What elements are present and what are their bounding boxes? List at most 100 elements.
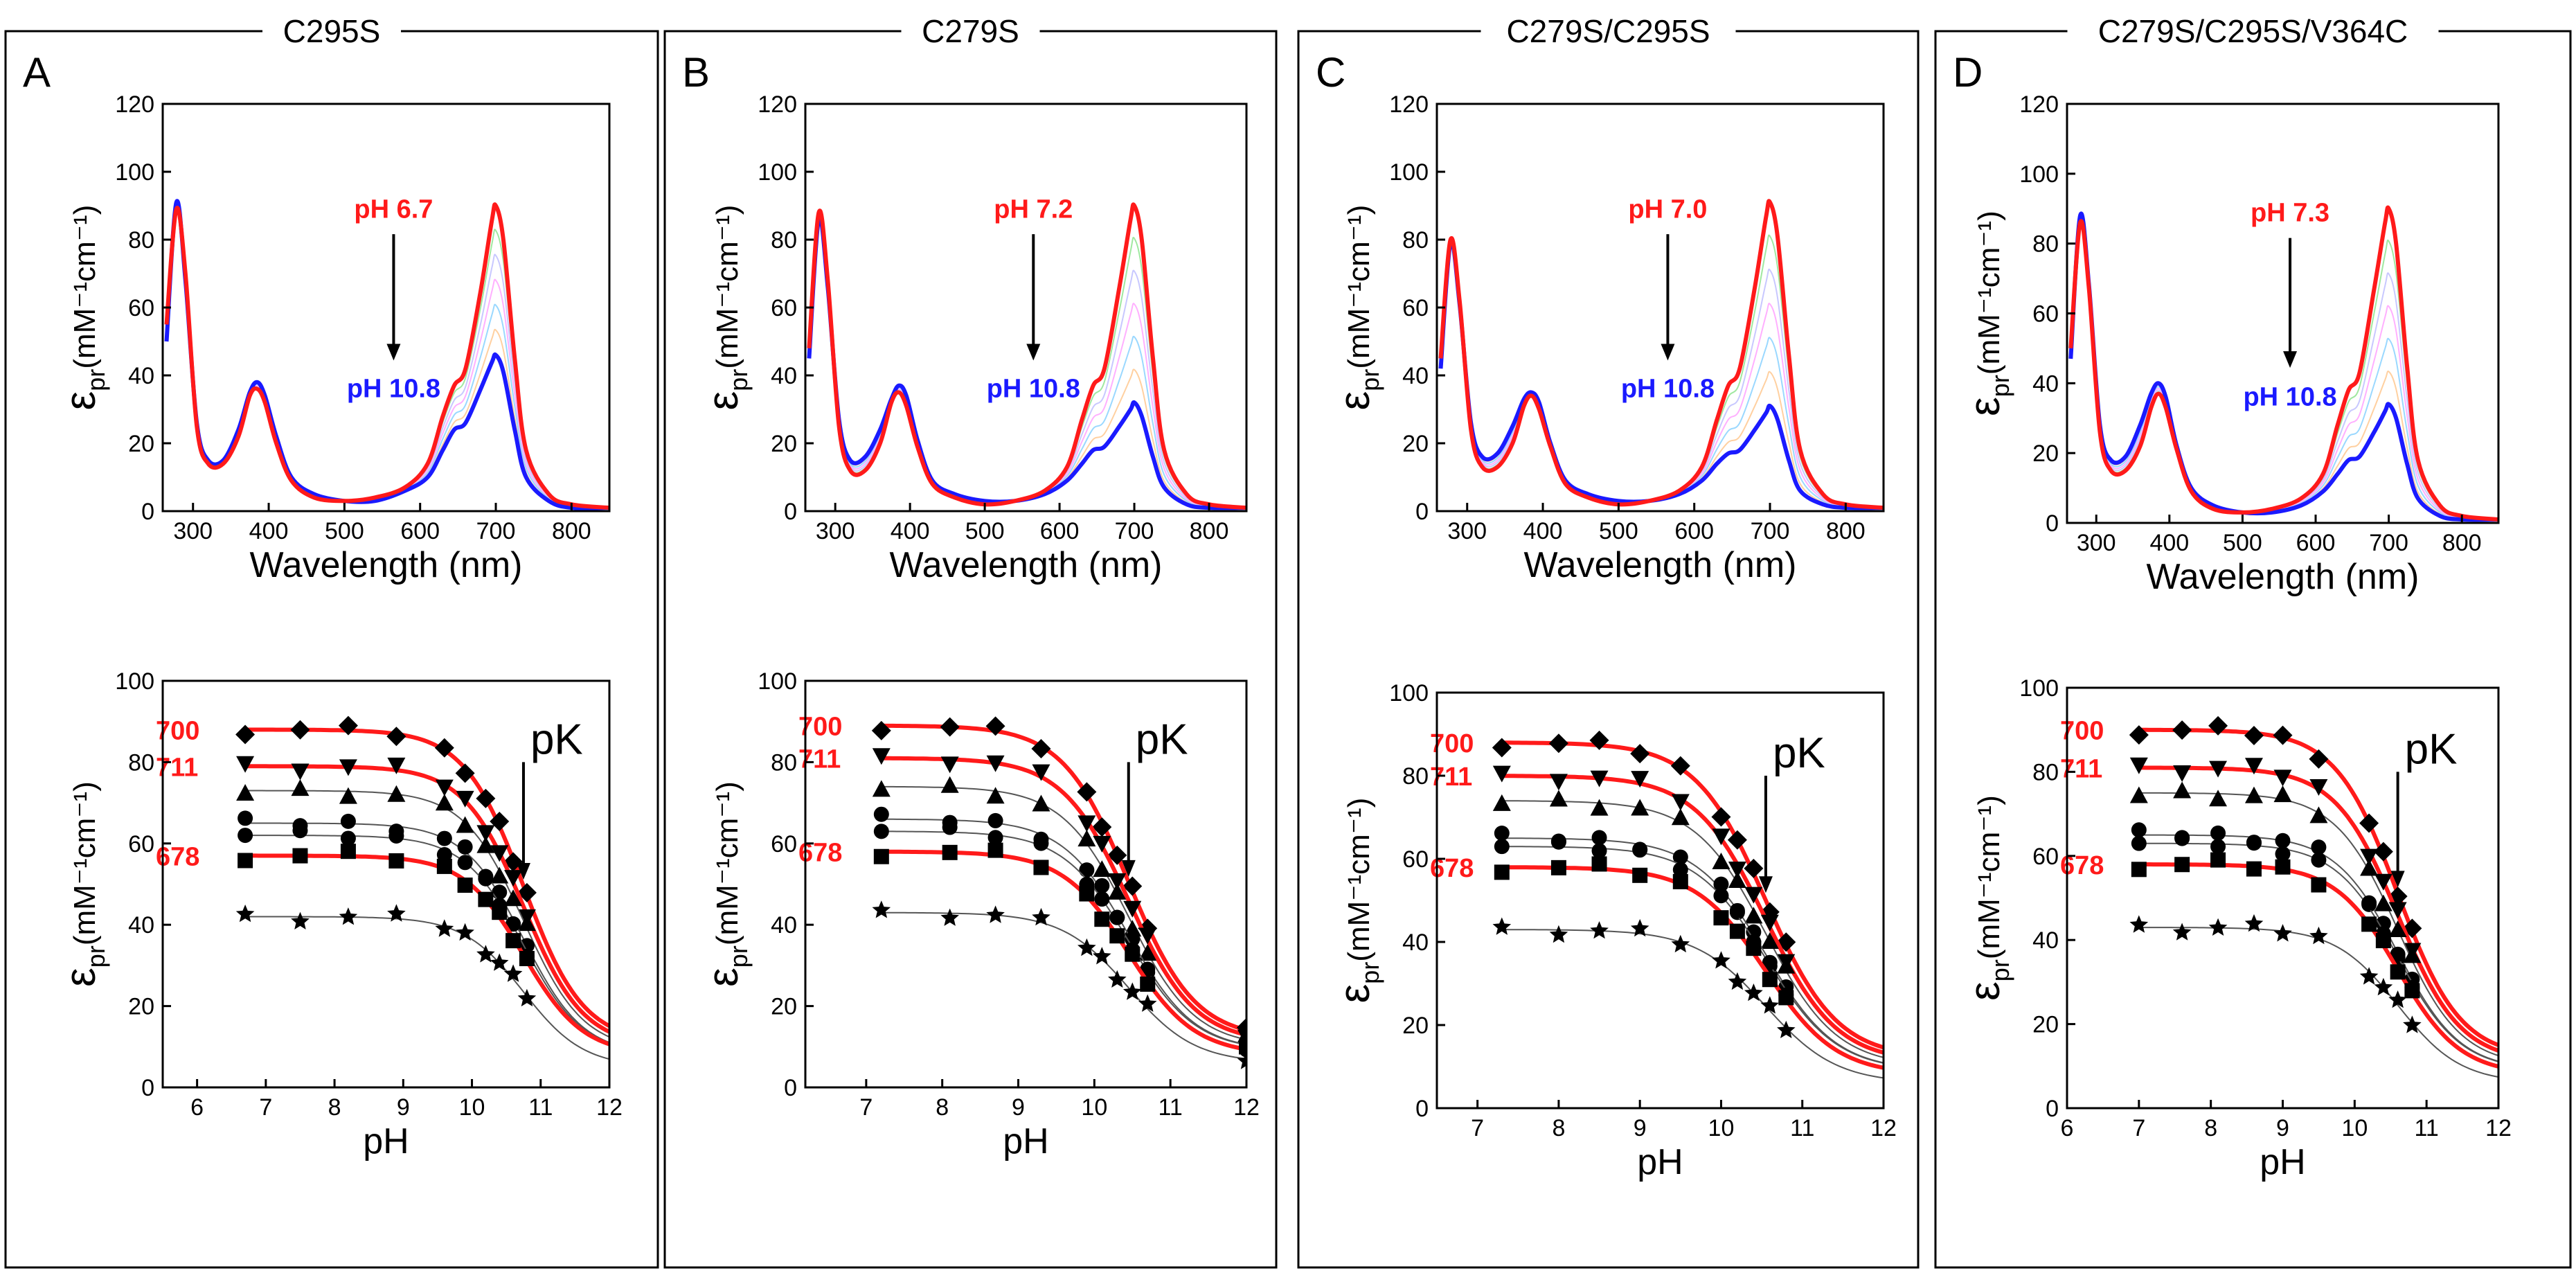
x-tick-label: 600 (1040, 518, 1080, 544)
intermediate-spectrum (2070, 215, 2498, 520)
data-point (1032, 764, 1050, 781)
data-point (478, 871, 494, 887)
fit-curve (2138, 862, 2498, 1069)
data-point (1032, 794, 1050, 812)
data-point (340, 813, 356, 829)
y-tick-label: 60 (128, 831, 154, 857)
data-point (2403, 946, 2422, 963)
x-tick-label: 10 (2341, 1115, 2368, 1141)
data-point (1671, 794, 1690, 811)
data-point (490, 811, 510, 831)
panel-letter: C (1316, 49, 1345, 96)
spectrum-lines (1438, 199, 1884, 510)
x-axis-label: pH (363, 1121, 409, 1161)
data-point (1632, 842, 1648, 858)
intermediate-spectrum (166, 204, 609, 509)
data-point (1138, 944, 1157, 961)
data-point (456, 923, 474, 941)
data-point (517, 988, 537, 1007)
data-point (2244, 786, 2263, 803)
y-axis-label: εpr(mM⁻¹cm⁻¹) (1331, 205, 1384, 411)
data-point (506, 933, 521, 949)
data-point (1093, 860, 1111, 878)
data-point (2275, 833, 2291, 848)
y-tick-label: 60 (771, 831, 797, 857)
panel-title: C279S/C295S (1506, 13, 1710, 49)
y-axis-label-symbol: ε (1331, 984, 1379, 1004)
data-point (339, 787, 357, 804)
fit-curve (2138, 834, 2498, 1062)
data-point (1077, 815, 1096, 833)
intermediate-spectrum (166, 204, 609, 509)
data-point (478, 891, 494, 907)
data-point (1108, 970, 1127, 988)
data-point (1094, 878, 1110, 893)
data-point (291, 911, 310, 929)
data-point (2273, 924, 2292, 942)
panel-title: C295S (283, 13, 381, 49)
y-axis-label: εpr(mM⁻¹cm⁻¹) (699, 205, 753, 411)
x-tick-label: 10 (1708, 1115, 1735, 1141)
data-point (457, 855, 473, 871)
data-point (1632, 867, 1648, 883)
x-tick-label: 8 (328, 1094, 341, 1121)
y-tick-label: 40 (1402, 363, 1429, 389)
y-tick-label: 120 (2019, 91, 2059, 118)
x-tick-label: 8 (1552, 1115, 1565, 1141)
x-axis-label: pH (1003, 1121, 1048, 1161)
data-point (2374, 977, 2393, 996)
data-point (1550, 860, 1566, 875)
data-point (1122, 982, 1142, 1000)
data-point (492, 905, 508, 920)
data-point (2172, 720, 2192, 740)
data-point (1630, 918, 1649, 937)
x-tick-label: 300 (2077, 530, 2116, 556)
y-tick-label: 80 (771, 227, 797, 253)
y-tick-label: 80 (1402, 227, 1429, 253)
data-point (2311, 839, 2327, 855)
data-point (435, 919, 454, 937)
data-point (986, 787, 1005, 804)
data-point (1122, 876, 1143, 896)
data-point (942, 819, 958, 835)
data-point (2388, 920, 2407, 938)
data-point (457, 878, 473, 893)
data-point (292, 848, 308, 864)
data-point (1108, 873, 1127, 890)
data-point (1713, 876, 1729, 892)
data-point (1494, 825, 1510, 841)
data-point (987, 812, 1003, 828)
data-point (2360, 859, 2379, 876)
data-point (492, 884, 508, 900)
panel-letter: D (1953, 49, 1983, 96)
data-point (1548, 733, 1568, 754)
x-tick-label: 800 (552, 518, 591, 544)
y-tick-label: 40 (128, 363, 154, 389)
spectrum-plot: 300 400 500 600 700 800 0 20 40 60 80 100 120 Wavelen… (699, 91, 1248, 585)
data-point (476, 825, 495, 842)
y-axis-label-symbol: ε (699, 968, 747, 987)
data-point (387, 904, 406, 922)
y-tick-label: 80 (2032, 231, 2059, 258)
spectrum-lines (807, 202, 1246, 510)
x-tick-label: 8 (2204, 1115, 2217, 1141)
data-point (456, 790, 474, 808)
y-axis-label-symbol: ε (1961, 981, 2009, 1001)
data-point (2131, 822, 2147, 838)
spectrum-line-red (2068, 205, 2498, 522)
data-point (1631, 799, 1649, 816)
data-point (1550, 834, 1566, 850)
data-point (1728, 871, 1746, 888)
data-point (387, 757, 406, 774)
data-point (338, 715, 358, 736)
data-point (291, 763, 310, 781)
x-axis-label: pH (2260, 1142, 2305, 1182)
data-point (1590, 921, 1609, 939)
data-point (2246, 861, 2262, 877)
data-point (1033, 835, 1049, 851)
fit-curve (2138, 927, 2498, 1078)
pk-arrow-head (516, 863, 530, 880)
data-point (2374, 873, 2392, 891)
spectrum-line-red (164, 202, 609, 510)
